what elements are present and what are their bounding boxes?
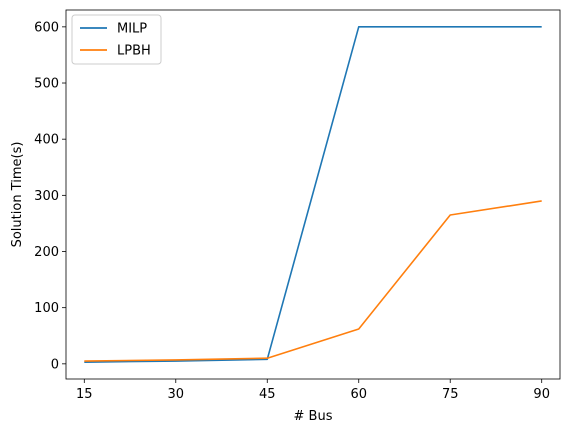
y-tick-label: 0 (51, 357, 59, 372)
x-tick-label: 15 (76, 387, 93, 402)
legend-label: MILP (117, 22, 147, 37)
y-axis-label: Solution Time(s) (10, 142, 25, 248)
y-tick-label: 500 (34, 77, 59, 92)
y-tick-label: 400 (34, 133, 59, 148)
x-axis-label: # Bus (294, 409, 333, 424)
x-tick-label: 75 (442, 387, 459, 402)
y-axis-ticks: 0 100 200 300 400 500 600 (34, 20, 66, 372)
series-lines (84, 26, 542, 363)
x-tick-label: 60 (350, 387, 367, 402)
x-tick-label: 30 (168, 387, 185, 402)
legend: MILP LPBH (71, 14, 162, 65)
series-line-lpbh (84, 200, 542, 362)
y-tick-label: 300 (34, 189, 59, 204)
x-tick-label: 45 (259, 387, 276, 402)
y-tick-label: 600 (34, 20, 59, 35)
y-tick-label: 200 (34, 245, 59, 260)
x-tick-label: 90 (533, 387, 550, 402)
x-axis-ticks: 15 30 45 60 75 90 (76, 379, 550, 402)
series-line-milp (84, 26, 542, 363)
legend-label: LPBH (117, 44, 151, 59)
y-tick-label: 100 (34, 301, 59, 316)
